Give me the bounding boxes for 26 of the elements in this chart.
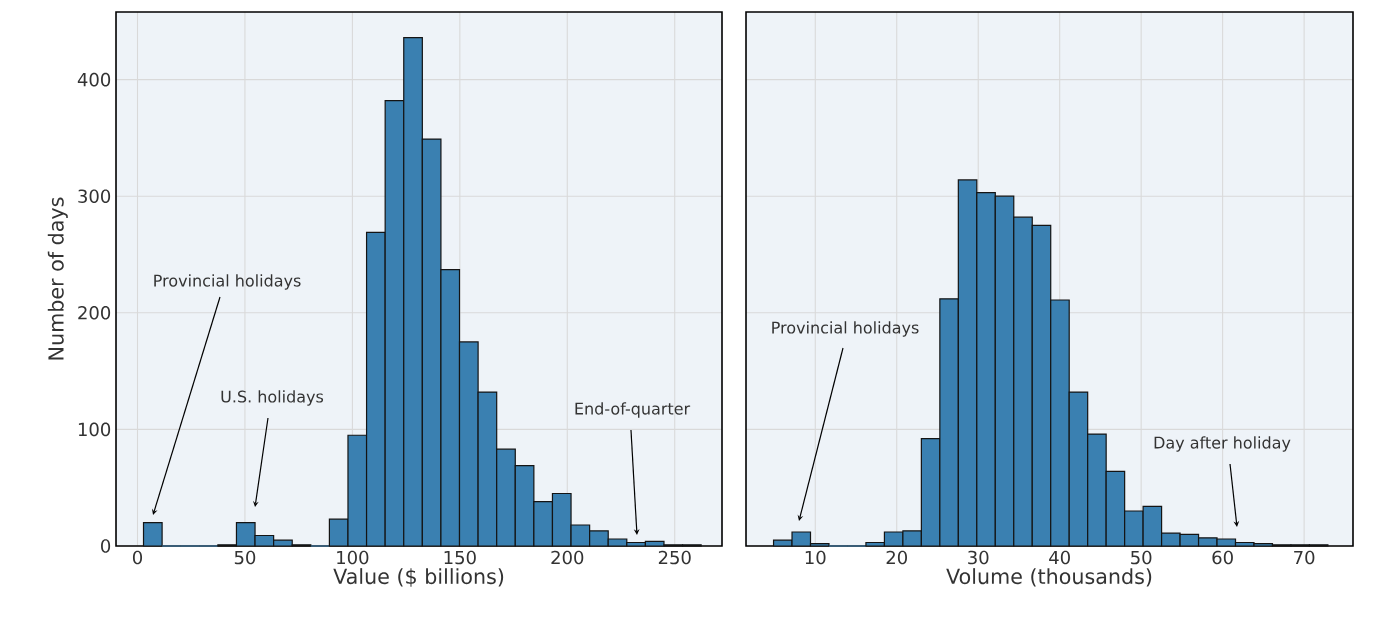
x-axis-title: Value ($ billions) [333, 568, 504, 587]
x-tick-label: 200 [551, 550, 584, 565]
x-tick-label: 50 [234, 550, 256, 565]
x-tick-label: 20 [886, 550, 907, 565]
y-tick-label: 100 [78, 422, 111, 437]
annotation: U.S. holidays [221, 390, 324, 406]
annotation: Provincial holidays [154, 274, 301, 290]
y-tick-label: 200 [78, 306, 111, 320]
y-tick-label: 0 [101, 539, 111, 553]
x-tick-label: 60 [1212, 550, 1233, 565]
y-axis-title: Number of days [47, 197, 68, 360]
x-tick-label: 10 [805, 550, 826, 565]
y-tick-label: 400 [77, 72, 111, 87]
x-tick-label: 250 [658, 550, 691, 565]
x-tick-label: 0 [132, 550, 143, 565]
x-tick-label: 40 [1049, 550, 1070, 565]
x-axis-title: Volume (thousands) [946, 568, 1152, 587]
x-tick-label: 50 [1131, 550, 1152, 565]
x-tick-label: 30 [968, 550, 989, 565]
y-tick-label: 300 [78, 189, 111, 204]
annotation: End-of-quarter [575, 402, 691, 418]
annotation: Day after holiday [1154, 436, 1291, 452]
x-tick-label: 70 [1294, 550, 1315, 565]
x-tick-label: 150 [444, 550, 476, 565]
annotation: Provincial holidays [772, 321, 919, 337]
x-tick-label: 100 [337, 550, 369, 565]
